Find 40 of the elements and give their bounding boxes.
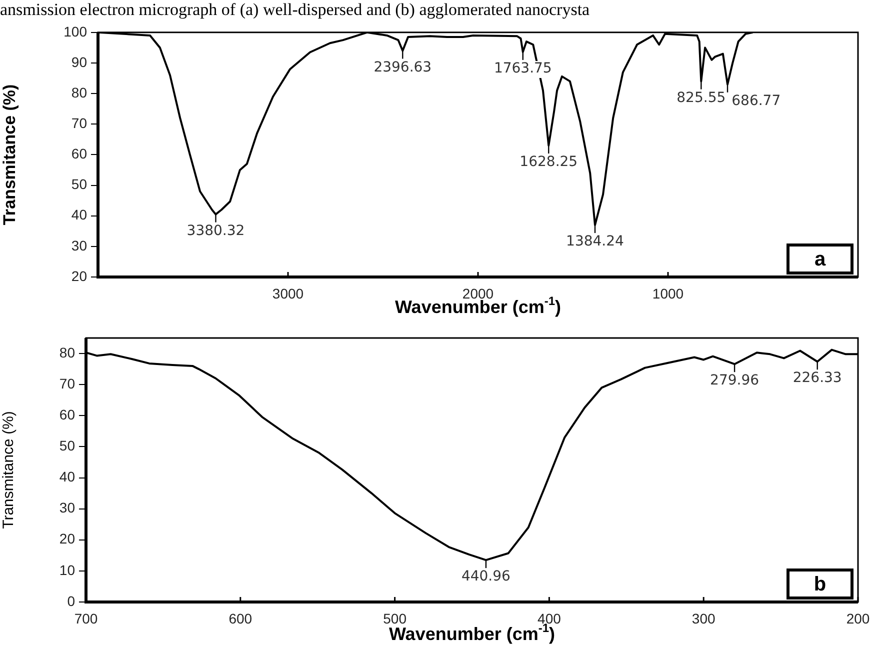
x-tick-label: 500 — [383, 610, 407, 626]
chart-title: ansmission electron micrograph of (a) well-dispersed and (b) agglomerated nanocrysta — [0, 0, 590, 20]
annotation: 1763.75 — [494, 60, 552, 77]
y-axis-title: Transmitance (%) — [0, 84, 19, 226]
annotation: 440.96 — [461, 568, 511, 585]
y-axis-title: Transmitance (%) — [0, 411, 18, 529]
annotation: 2396.63 — [374, 59, 432, 76]
x-tick-label: 200 — [846, 610, 870, 626]
annotation: 3380.32 — [186, 222, 245, 239]
y-tick-label: 70 — [71, 114, 88, 131]
annotation: 825.55 — [676, 90, 726, 106]
annotation: 1628.25 — [520, 154, 578, 170]
x-tick-label: 600 — [228, 610, 252, 626]
y-tick-label: 60 — [59, 406, 76, 423]
x-tick-label: 1000 — [652, 285, 684, 302]
y-tick-label: 70 — [59, 375, 76, 392]
y-tick-label: 40 — [71, 206, 88, 223]
y-tick-label: 30 — [59, 500, 76, 516]
y-tick-label: 10 — [59, 562, 76, 578]
annotation: 226.33 — [792, 370, 842, 386]
x-tick-label: 3000 — [272, 285, 304, 302]
annotation: 1384.24 — [566, 234, 624, 250]
y-tick-label: 20 — [71, 268, 88, 284]
y-tick-label: 30 — [71, 237, 88, 254]
y-tick-label: 0 — [67, 592, 76, 609]
y-tick-label: 40 — [59, 468, 76, 485]
y-tick-label: 60 — [71, 146, 88, 162]
y-tick-label: 50 — [71, 176, 88, 192]
y-tick-label: 100 — [64, 23, 88, 40]
y-tick-label: 90 — [71, 54, 88, 70]
x-tick-label: 700 — [74, 610, 98, 626]
y-tick-label: 20 — [59, 530, 76, 547]
annotation: 686.77 — [732, 93, 781, 110]
x-tick-label: 300 — [692, 610, 716, 626]
annotation: 279.96 — [710, 372, 760, 389]
y-tick-label: 80 — [59, 344, 76, 360]
y-tick-label: 50 — [59, 438, 76, 454]
annotation: a — [814, 248, 826, 271]
y-tick-label: 80 — [71, 84, 88, 100]
annotation: b — [814, 574, 826, 596]
